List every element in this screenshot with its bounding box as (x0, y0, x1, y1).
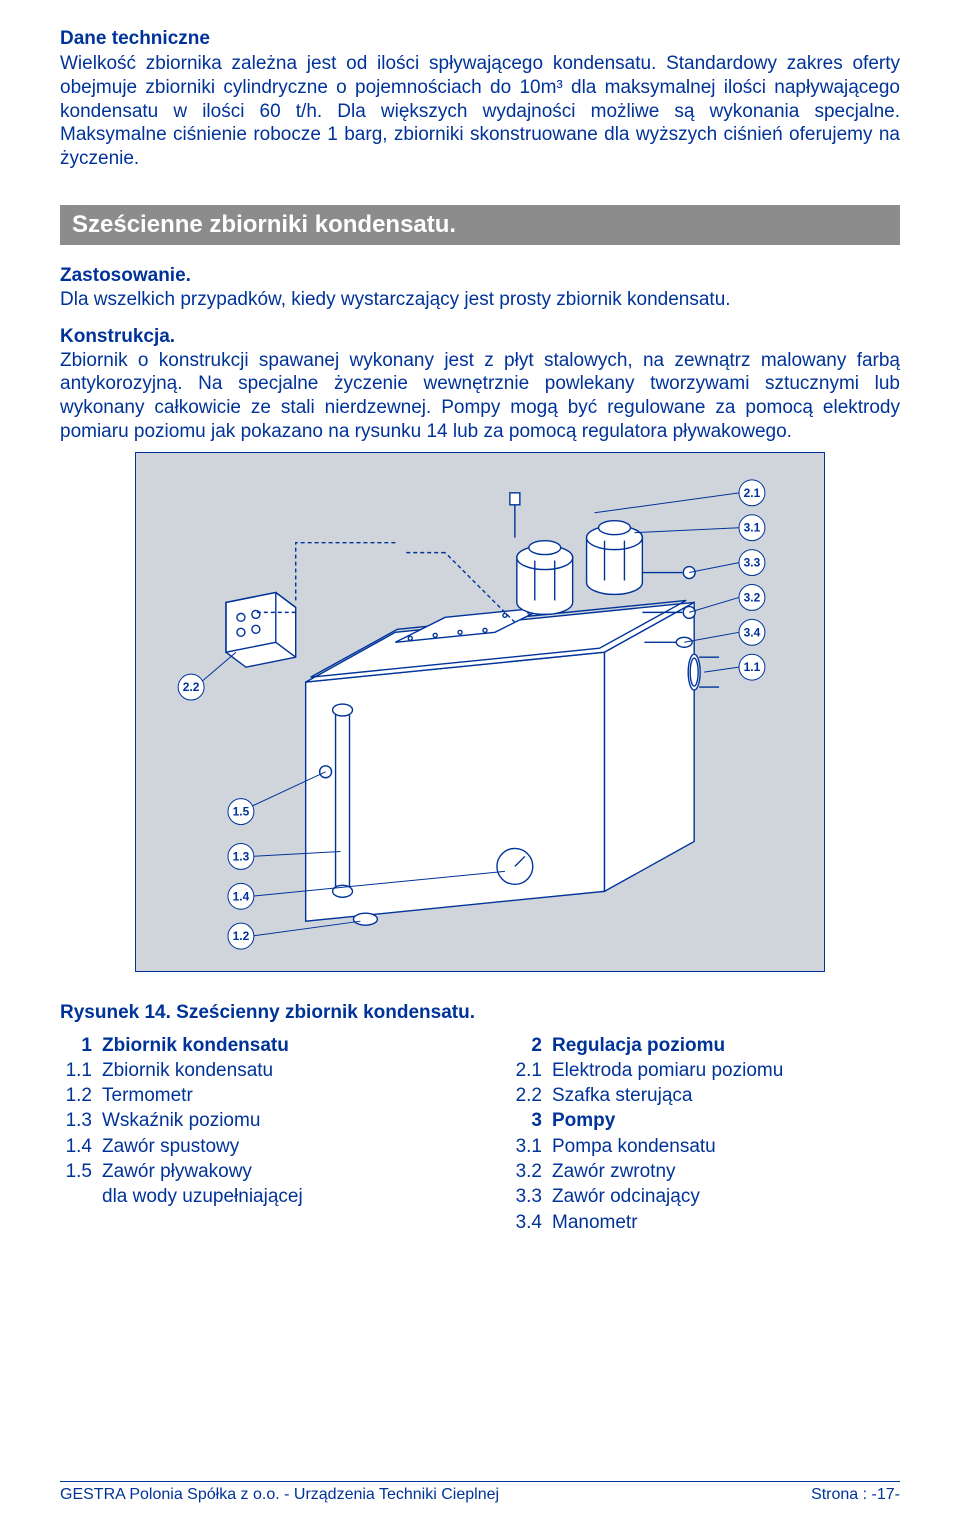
callout-13: 1.3 (233, 849, 250, 863)
legend-num: 1.3 (60, 1109, 102, 1133)
legend-num: 1 (60, 1034, 102, 1058)
construction-body: Zbiornik o konstrukcji spawanej wykonany… (60, 349, 900, 444)
legend-num: 1.1 (60, 1059, 102, 1083)
legend-label: Pompy (552, 1109, 615, 1133)
construction-heading: Konstrukcja. (60, 326, 900, 348)
legend-label: Zawór zwrotny (552, 1160, 676, 1184)
callout-12: 1.2 (233, 929, 250, 943)
legend-left: 1Zbiornik kondensatu 1.1Zbiornik kondens… (60, 1034, 450, 1237)
legend-num: 2 (510, 1034, 552, 1058)
legend-num: 1.2 (60, 1084, 102, 1108)
legend-label: Regulacja poziomu (552, 1034, 725, 1058)
legend-label: Zawór odcinający (552, 1185, 700, 1209)
figure-caption: Rysunek 14. Sześcienny zbiornik kondensa… (60, 1002, 900, 1024)
figure-14: 2.1 3.1 3.3 3.2 3.4 1.1 2.2 1.5 1.3 1.4 … (135, 452, 825, 972)
callout-22: 2.2 (183, 680, 200, 694)
legend-num: 1.5 (60, 1160, 102, 1184)
legend-label: dla wody uzupełniającej (102, 1185, 303, 1209)
callout-32: 3.2 (744, 590, 761, 604)
callout-14: 1.4 (233, 889, 250, 903)
legend-num: 3.1 (510, 1135, 552, 1159)
legend-label: Termometr (102, 1084, 193, 1108)
legend-num: 1.4 (60, 1135, 102, 1159)
tech-heading: Dane techniczne (60, 28, 900, 50)
legend-label: Szafka sterująca (552, 1084, 692, 1108)
legend-right: 2Regulacja poziomu 2.1Elektroda pomiaru … (510, 1034, 900, 1237)
legend-num: 3.2 (510, 1160, 552, 1184)
footer-left: GESTRA Polonia Spółka z o.o. - Urządzeni… (60, 1486, 499, 1504)
callout-31: 3.1 (744, 520, 761, 534)
legend-num (60, 1185, 102, 1209)
tech-body: Wielkość zbiornika zależna jest od ilośc… (60, 52, 900, 171)
footer-right: Strona : -17- (811, 1486, 900, 1504)
legend-label: Zawór pływakowy (102, 1160, 252, 1184)
legend-num: 3.3 (510, 1185, 552, 1209)
legend-label: Elektroda pomiaru poziomu (552, 1059, 783, 1083)
legend-label: Zbiornik kondensatu (102, 1034, 289, 1058)
legend-label: Zbiornik kondensatu (102, 1059, 273, 1083)
legend-num: 2.1 (510, 1059, 552, 1083)
callout-15: 1.5 (233, 804, 250, 818)
application-heading: Zastosowanie. (60, 265, 900, 287)
legend-num: 3.4 (510, 1211, 552, 1235)
callout-11: 1.1 (744, 660, 761, 674)
legend-num: 2.2 (510, 1084, 552, 1108)
legend-label: Manometr (552, 1211, 638, 1235)
legend-label: Pompa kondensatu (552, 1135, 716, 1159)
legend: 1Zbiornik kondensatu 1.1Zbiornik kondens… (60, 1034, 900, 1237)
legend-num: 3 (510, 1109, 552, 1133)
callout-21: 2.1 (744, 485, 761, 499)
section-banner: Sześcienne zbiorniki kondensatu. (60, 205, 900, 245)
callout-34: 3.4 (744, 625, 761, 639)
legend-label: Zawór spustowy (102, 1135, 239, 1159)
page-footer: GESTRA Polonia Spółka z o.o. - Urządzeni… (60, 1481, 900, 1504)
figure-container: 2.1 3.1 3.3 3.2 3.4 1.1 2.2 1.5 1.3 1.4 … (60, 452, 900, 972)
application-body: Dla wszelkich przypadków, kiedy wystarcz… (60, 288, 900, 312)
legend-label: Wskaźnik poziomu (102, 1109, 260, 1133)
callout-33: 3.3 (744, 555, 761, 569)
